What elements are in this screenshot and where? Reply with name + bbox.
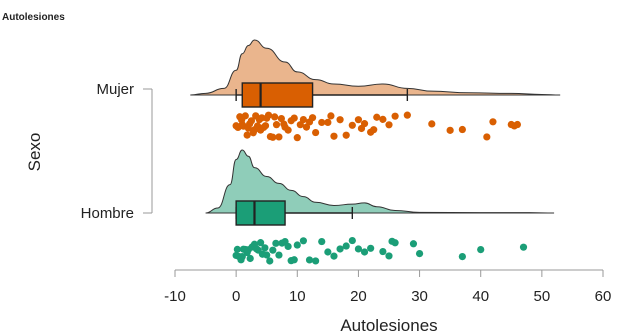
- point-hombre: [266, 257, 274, 265]
- point-mujer: [299, 115, 307, 124]
- point-hombre: [238, 253, 246, 261]
- category-label-hombre: Hombre: [81, 205, 134, 222]
- point-hombre: [263, 251, 271, 259]
- x-axis-label: Autolesiones: [340, 316, 437, 335]
- chart-title: Autolesiones: [2, 12, 65, 23]
- point-mujer: [342, 131, 350, 139]
- point-hombre: [354, 245, 363, 253]
- point-mujer: [312, 128, 320, 137]
- point-mujer: [247, 117, 256, 125]
- point-hombre: [324, 248, 332, 256]
- point-hombre: [318, 237, 326, 246]
- point-hombre: [385, 252, 393, 260]
- point-mujer: [428, 120, 436, 128]
- point-mujer: [403, 111, 411, 119]
- point-mujer: [308, 114, 317, 122]
- x-tick-label: 60: [595, 288, 612, 305]
- point-mujer: [385, 121, 393, 129]
- point-hombre: [275, 251, 283, 259]
- point-hombre: [336, 245, 344, 253]
- point-mujer: [354, 116, 363, 124]
- point-mujer: [379, 115, 387, 123]
- point-mujer: [272, 121, 281, 129]
- point-hombre: [299, 237, 307, 245]
- point-hombre: [284, 242, 292, 251]
- box-hombre: [235, 200, 286, 226]
- point-mujer: [513, 120, 522, 129]
- point-hombre: [415, 250, 424, 258]
- point-hombre: [261, 244, 269, 252]
- point-hombre: [367, 244, 375, 252]
- point-mujer: [327, 112, 335, 120]
- point-hombre: [246, 254, 254, 263]
- point-hombre: [233, 245, 241, 253]
- point-hombre: [360, 248, 369, 256]
- x-tick-label: 0: [232, 288, 240, 305]
- point-hombre: [458, 253, 466, 261]
- x-tick-label: -10: [164, 288, 186, 305]
- point-mujer: [348, 121, 356, 129]
- point-mujer: [277, 114, 285, 123]
- point-hombre: [391, 239, 399, 247]
- point-hombre: [312, 257, 320, 265]
- x-tick-label: 40: [472, 288, 489, 305]
- point-hombre: [272, 239, 280, 247]
- point-hombre: [379, 247, 387, 256]
- point-mujer: [241, 112, 249, 120]
- point-mujer: [336, 116, 344, 124]
- density-cloud-mujer: [190, 39, 561, 96]
- x-tick-label: 20: [350, 288, 367, 305]
- point-mujer: [264, 111, 273, 119]
- point-mujer: [483, 133, 491, 141]
- point-mujer: [318, 118, 326, 127]
- y-axis-label: Sexo: [25, 133, 44, 172]
- point-hombre: [348, 236, 356, 245]
- point-mujer: [302, 123, 311, 131]
- point-mujer: [360, 120, 369, 128]
- density-clouds: [190, 39, 561, 214]
- point-mujer: [391, 112, 399, 120]
- point-hombre: [519, 243, 528, 251]
- point-hombre: [269, 246, 277, 254]
- point-mujer: [324, 118, 332, 127]
- x-tick-label: 30: [411, 288, 428, 305]
- point-hombre: [477, 245, 485, 254]
- point-mujer: [489, 118, 497, 126]
- point-mujer: [458, 125, 466, 134]
- point-hombre: [293, 241, 301, 249]
- category-label-mujer: Mujer: [96, 81, 134, 98]
- point-hombre: [290, 256, 298, 264]
- data-points: [232, 111, 528, 265]
- x-tick-label: 10: [289, 288, 306, 305]
- x-tick-label: 50: [534, 288, 551, 305]
- point-mujer: [290, 114, 298, 122]
- point-hombre: [330, 252, 338, 260]
- point-hombre: [257, 239, 265, 247]
- point-mujer: [271, 113, 279, 121]
- point-mujer: [370, 126, 378, 134]
- point-mujer: [243, 131, 251, 139]
- point-mujer: [293, 134, 301, 142]
- point-hombre: [305, 256, 314, 264]
- point-mujer: [269, 133, 277, 141]
- point-mujer: [275, 133, 283, 141]
- density-cloud-hombre: [205, 149, 555, 214]
- point-mujer: [446, 126, 454, 134]
- boxplots: [235, 82, 409, 226]
- point-hombre: [342, 242, 350, 250]
- point-mujer: [261, 122, 270, 130]
- box-mujer: [241, 82, 314, 108]
- x-axis-ticks: -10 0 10 20 30 40 50 60: [164, 270, 611, 305]
- point-hombre: [409, 240, 418, 248]
- point-mujer: [330, 132, 338, 140]
- point-mujer: [373, 113, 381, 121]
- point-mujer: [284, 126, 292, 134]
